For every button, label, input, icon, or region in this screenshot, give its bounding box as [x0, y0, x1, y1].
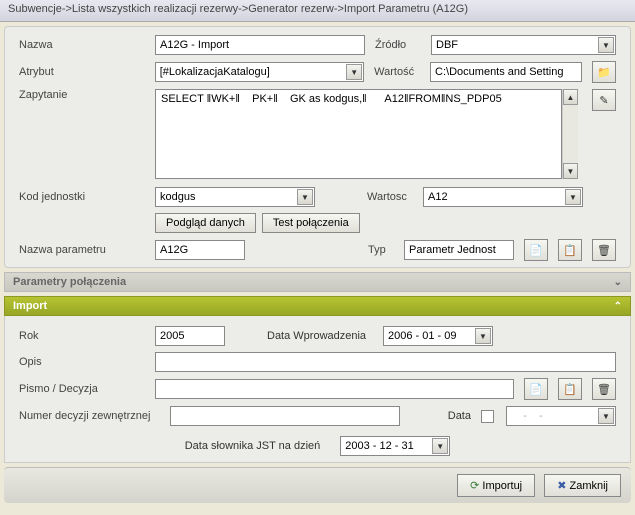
atrybut-label: Atrybut: [19, 66, 149, 78]
data-wprow-label: Data Wprowadzenia: [267, 330, 377, 342]
import-header-label: Import: [13, 300, 47, 312]
chevron-down-icon[interactable]: ▼: [598, 37, 614, 53]
wartosc-label: Wartość: [374, 66, 424, 78]
scroll-up-icon[interactable]: ▲: [563, 89, 578, 105]
nazwa-param-input[interactable]: [155, 240, 245, 260]
chevron-down-icon[interactable]: ▼: [598, 408, 614, 424]
title-bar: Subwencje->Lista wszystkich realizacji r…: [0, 0, 635, 22]
opis-label: Opis: [19, 356, 149, 368]
zamknij-label: Zamknij: [569, 480, 608, 492]
nazwa-label: Nazwa: [19, 39, 149, 51]
kod-jednostki-combo[interactable]: [155, 187, 315, 207]
pismo-btn1[interactable]: 📄: [524, 378, 548, 400]
main-panel: Nazwa Źródło ▼ Atrybut ▼ Wartość 📁 Zapyt…: [4, 26, 631, 268]
import-body: Rok Data Wprowadzenia ▼ Opis Pismo / Dec…: [4, 316, 631, 463]
parametry-header[interactable]: Parametry połączenia ⌄: [4, 272, 631, 292]
chevron-down-icon[interactable]: ▼: [565, 189, 581, 205]
data-label: Data: [448, 410, 471, 422]
zapytanie-label: Zapytanie: [19, 89, 149, 101]
import-header[interactable]: Import ⌃: [4, 296, 631, 316]
pismo-label: Pismo / Decyzja: [19, 383, 149, 395]
typ-btn3[interactable]: 🗑: [592, 239, 616, 261]
doc-icon: 📄: [529, 244, 543, 257]
data-checkbox[interactable]: [481, 410, 494, 423]
scroll-down-icon[interactable]: ▼: [563, 163, 578, 179]
podglad-button[interactable]: Podgląd danych: [155, 213, 256, 233]
chevron-down-icon[interactable]: ▼: [297, 189, 313, 205]
pismo-input[interactable]: [155, 379, 514, 399]
atrybut-combo[interactable]: [155, 62, 364, 82]
test-button[interactable]: Test połączenia: [262, 213, 360, 233]
wartosc2-combo[interactable]: [423, 187, 583, 207]
doc-icon: 📄: [529, 383, 543, 396]
footer: ⟳ Importuj ✖ Zamknij: [4, 467, 631, 503]
delete-icon: 🗑: [597, 244, 611, 257]
opis-input[interactable]: [155, 352, 616, 372]
slownik-label: Data słownika JST na dzień: [185, 440, 321, 452]
zamknij-button[interactable]: ✖ Zamknij: [544, 474, 621, 497]
chevron-down-icon[interactable]: ▼: [346, 64, 362, 80]
numer-label: Numer decyzji zewnętrznej: [19, 410, 164, 422]
wartosc2-label: Wartosc: [367, 191, 417, 203]
nazwa-param-label: Nazwa parametru: [19, 244, 149, 256]
zapytanie-edit-button[interactable]: ✎: [592, 89, 616, 111]
edit-icon: ✎: [599, 94, 608, 107]
nazwa-input[interactable]: [155, 35, 365, 55]
zapytanie-textarea[interactable]: SELECT ‖WK+‖ PK+‖ GK as kodgus,‖ A12‖FRO…: [155, 89, 562, 179]
copy-icon: 📋: [563, 244, 577, 257]
folder-icon: 📁: [597, 66, 611, 79]
pismo-btn2[interactable]: 📋: [558, 378, 582, 400]
rok-input[interactable]: [155, 326, 225, 346]
chevron-down-icon[interactable]: ▼: [475, 328, 491, 344]
close-icon: ✖: [557, 480, 566, 492]
typ-btn2[interactable]: 📋: [558, 239, 582, 261]
numer-input[interactable]: [170, 406, 400, 426]
parametry-header-label: Parametry połączenia: [13, 276, 126, 288]
scrollbar[interactable]: ▲ ▼: [562, 89, 578, 179]
importuj-button[interactable]: ⟳ Importuj: [457, 474, 535, 497]
typ-label: Typ: [368, 244, 398, 256]
chevron-down-icon[interactable]: ▼: [432, 438, 448, 454]
collapse-icon: ⌃: [614, 301, 622, 312]
copy-icon: 📋: [563, 383, 577, 396]
wartosc-browse-button[interactable]: 📁: [592, 61, 616, 83]
rok-label: Rok: [19, 330, 149, 342]
zrodlo-label: Źródło: [375, 39, 425, 51]
delete-icon: 🗑: [597, 383, 611, 396]
wartosc-input[interactable]: [430, 62, 582, 82]
import-icon: ⟳: [470, 480, 479, 492]
zrodlo-combo[interactable]: [431, 35, 616, 55]
pismo-btn3[interactable]: 🗑: [592, 378, 616, 400]
expand-icon: ⌄: [614, 277, 622, 288]
kod-jednostki-label: Kod jednostki: [19, 191, 149, 203]
typ-input[interactable]: [404, 240, 514, 260]
importuj-label: Importuj: [482, 480, 522, 492]
typ-btn1[interactable]: 📄: [524, 239, 548, 261]
